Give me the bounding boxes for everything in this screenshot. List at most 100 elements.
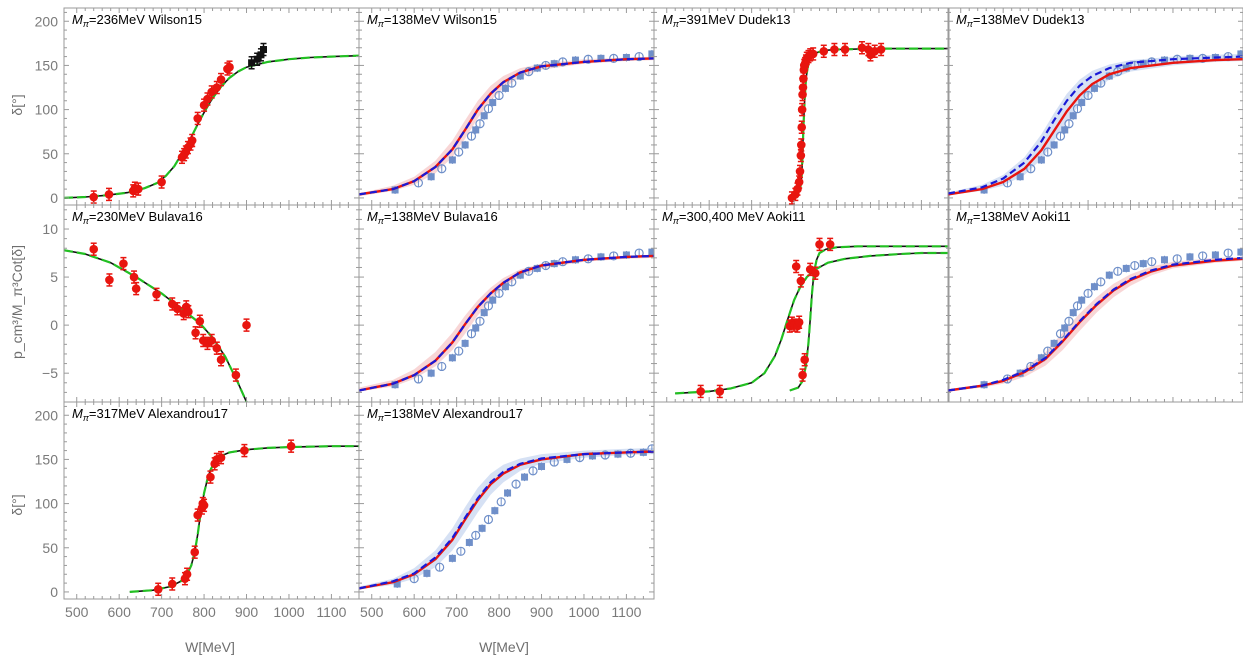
data-point bbox=[1069, 112, 1077, 120]
data-point bbox=[1055, 131, 1066, 141]
data-point bbox=[461, 339, 469, 347]
panel-title: Mπ=300,400 MeV Aoki11 bbox=[662, 209, 805, 226]
y-tick-label: 50 bbox=[42, 540, 58, 556]
data-point bbox=[609, 53, 619, 63]
curve-blue-dashed bbox=[948, 55, 1243, 195]
data-point bbox=[1211, 251, 1219, 259]
panel-1: 0 50 100 150 200 Mπ=236MeV Wilson15 bbox=[35, 7, 360, 206]
data-point bbox=[840, 45, 850, 54]
panel-9: 0 50 100 150 200 500 600 700 800 900 1000 1100 Mπ=31… bbox=[35, 401, 360, 620]
plot-area bbox=[787, 41, 949, 205]
data-point bbox=[516, 72, 524, 80]
uncertainty-band bbox=[948, 53, 1243, 196]
x-tick-label: 700 bbox=[445, 604, 469, 620]
panel-title: Mπ=138MeV Alexandrou17 bbox=[367, 406, 523, 423]
data-point bbox=[465, 538, 473, 546]
panel-title: Mπ=138MeV Dudek13 bbox=[956, 12, 1085, 29]
data-point bbox=[119, 259, 128, 268]
data-point bbox=[1078, 296, 1086, 304]
data-point bbox=[216, 453, 226, 462]
data-point bbox=[1064, 119, 1074, 129]
data-point bbox=[494, 90, 504, 101]
axis-labels: W[MeV] W[MeV] δ[°] p_cm³/M_π³Cot[δ] δ[°] bbox=[9, 94, 529, 655]
plot-area bbox=[359, 49, 654, 197]
x-tick-label: 600 bbox=[403, 604, 427, 620]
fit-curve-dashed bbox=[64, 249, 248, 402]
y-tick-label: 10 bbox=[42, 221, 58, 237]
panel-4: Mπ=138MeV Dudek13 bbox=[947, 7, 1243, 206]
data-point bbox=[1090, 84, 1098, 92]
data-point bbox=[1064, 316, 1074, 326]
panel-frame bbox=[63, 204, 360, 403]
data-point bbox=[448, 554, 456, 562]
panel-frame bbox=[63, 7, 360, 206]
data-point bbox=[1130, 260, 1140, 271]
data-point bbox=[483, 104, 494, 114]
data-point bbox=[435, 562, 445, 572]
data-point bbox=[808, 49, 818, 59]
panel-7: Mπ=300,400 MeV Aoki11 bbox=[653, 204, 950, 403]
data-point bbox=[609, 251, 619, 261]
panel-title: Mπ=391MeV Dudek13 bbox=[662, 12, 791, 29]
data-point bbox=[571, 56, 579, 64]
data-point bbox=[825, 240, 835, 249]
data-point bbox=[501, 283, 509, 291]
y-tick-label: 150 bbox=[35, 451, 59, 467]
data-point bbox=[216, 75, 226, 84]
y-tick-label: 0 bbox=[50, 190, 58, 206]
data-point bbox=[133, 184, 143, 194]
data-point bbox=[472, 324, 480, 332]
y-axis-label-row1: δ[°] bbox=[9, 94, 25, 115]
panel-title: Mπ=236MeV Wilson15 bbox=[72, 12, 202, 29]
data-point bbox=[89, 192, 99, 202]
fit-curve-dashed bbox=[789, 47, 949, 199]
data-point bbox=[800, 355, 809, 365]
data-point bbox=[1105, 271, 1113, 279]
data-point bbox=[501, 84, 509, 92]
plot-area bbox=[359, 444, 654, 590]
panel-title: Mπ=138MeV Wilson15 bbox=[367, 12, 497, 29]
data-point bbox=[191, 328, 200, 338]
data-point bbox=[819, 46, 829, 56]
panel-ticks bbox=[64, 402, 359, 599]
y-tick-label: 0 bbox=[50, 317, 58, 333]
data-point bbox=[483, 301, 494, 311]
data-point bbox=[448, 354, 456, 362]
data-point bbox=[1096, 277, 1106, 287]
panel-frame bbox=[947, 204, 1243, 403]
x-axis-label-right: W[MeV] bbox=[479, 639, 529, 655]
data-point bbox=[427, 369, 435, 377]
data-point bbox=[647, 444, 654, 454]
panel-frame bbox=[653, 204, 950, 403]
data-point bbox=[129, 272, 139, 282]
data-point bbox=[212, 83, 222, 92]
data-point bbox=[1198, 251, 1208, 261]
data-point bbox=[1122, 264, 1130, 272]
x-tick-label: 900 bbox=[235, 604, 259, 620]
panel-title: Mπ=138MeV Bulava16 bbox=[367, 209, 498, 226]
panel-6: Mπ=138MeV Bulava16 bbox=[358, 204, 655, 403]
data-point bbox=[1160, 256, 1168, 264]
data-point bbox=[1139, 260, 1147, 268]
panel-ticks bbox=[948, 8, 1243, 205]
data-point bbox=[516, 271, 524, 279]
panel-title: Mπ=230MeV Bulava16 bbox=[72, 209, 203, 226]
data-point bbox=[494, 288, 504, 299]
data-point bbox=[622, 53, 630, 61]
y-tick-label: 200 bbox=[35, 407, 59, 423]
data-point bbox=[1237, 248, 1243, 256]
data-point bbox=[466, 131, 477, 141]
plot-area bbox=[129, 439, 359, 597]
data-point bbox=[796, 151, 806, 160]
data-point bbox=[795, 167, 805, 176]
x-tick-label: 500 bbox=[360, 604, 384, 620]
data-point bbox=[393, 580, 401, 588]
data-point bbox=[461, 141, 469, 149]
data-point bbox=[1037, 354, 1045, 362]
data-point bbox=[622, 251, 630, 259]
data-point bbox=[597, 54, 605, 62]
data-point bbox=[538, 462, 546, 470]
data-point bbox=[980, 186, 988, 194]
data-point bbox=[489, 99, 497, 107]
